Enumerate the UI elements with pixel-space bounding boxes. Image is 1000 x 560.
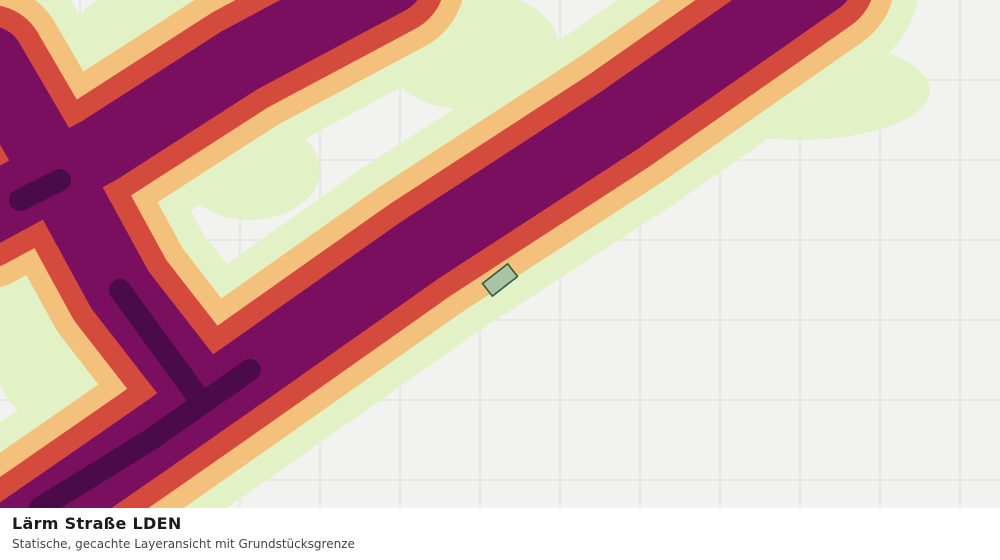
layer-subtitle: Statische, gecachte Layeransicht mit Gru… xyxy=(12,537,355,551)
caption-bar: Lärm Straße LDEN Statische, gecachte Lay… xyxy=(0,508,1000,560)
layer-title: Lärm Straße LDEN xyxy=(12,514,182,533)
noise-bands xyxy=(0,0,918,508)
map-canvas xyxy=(0,0,1000,508)
parcel-boundary[interactable] xyxy=(481,262,519,298)
